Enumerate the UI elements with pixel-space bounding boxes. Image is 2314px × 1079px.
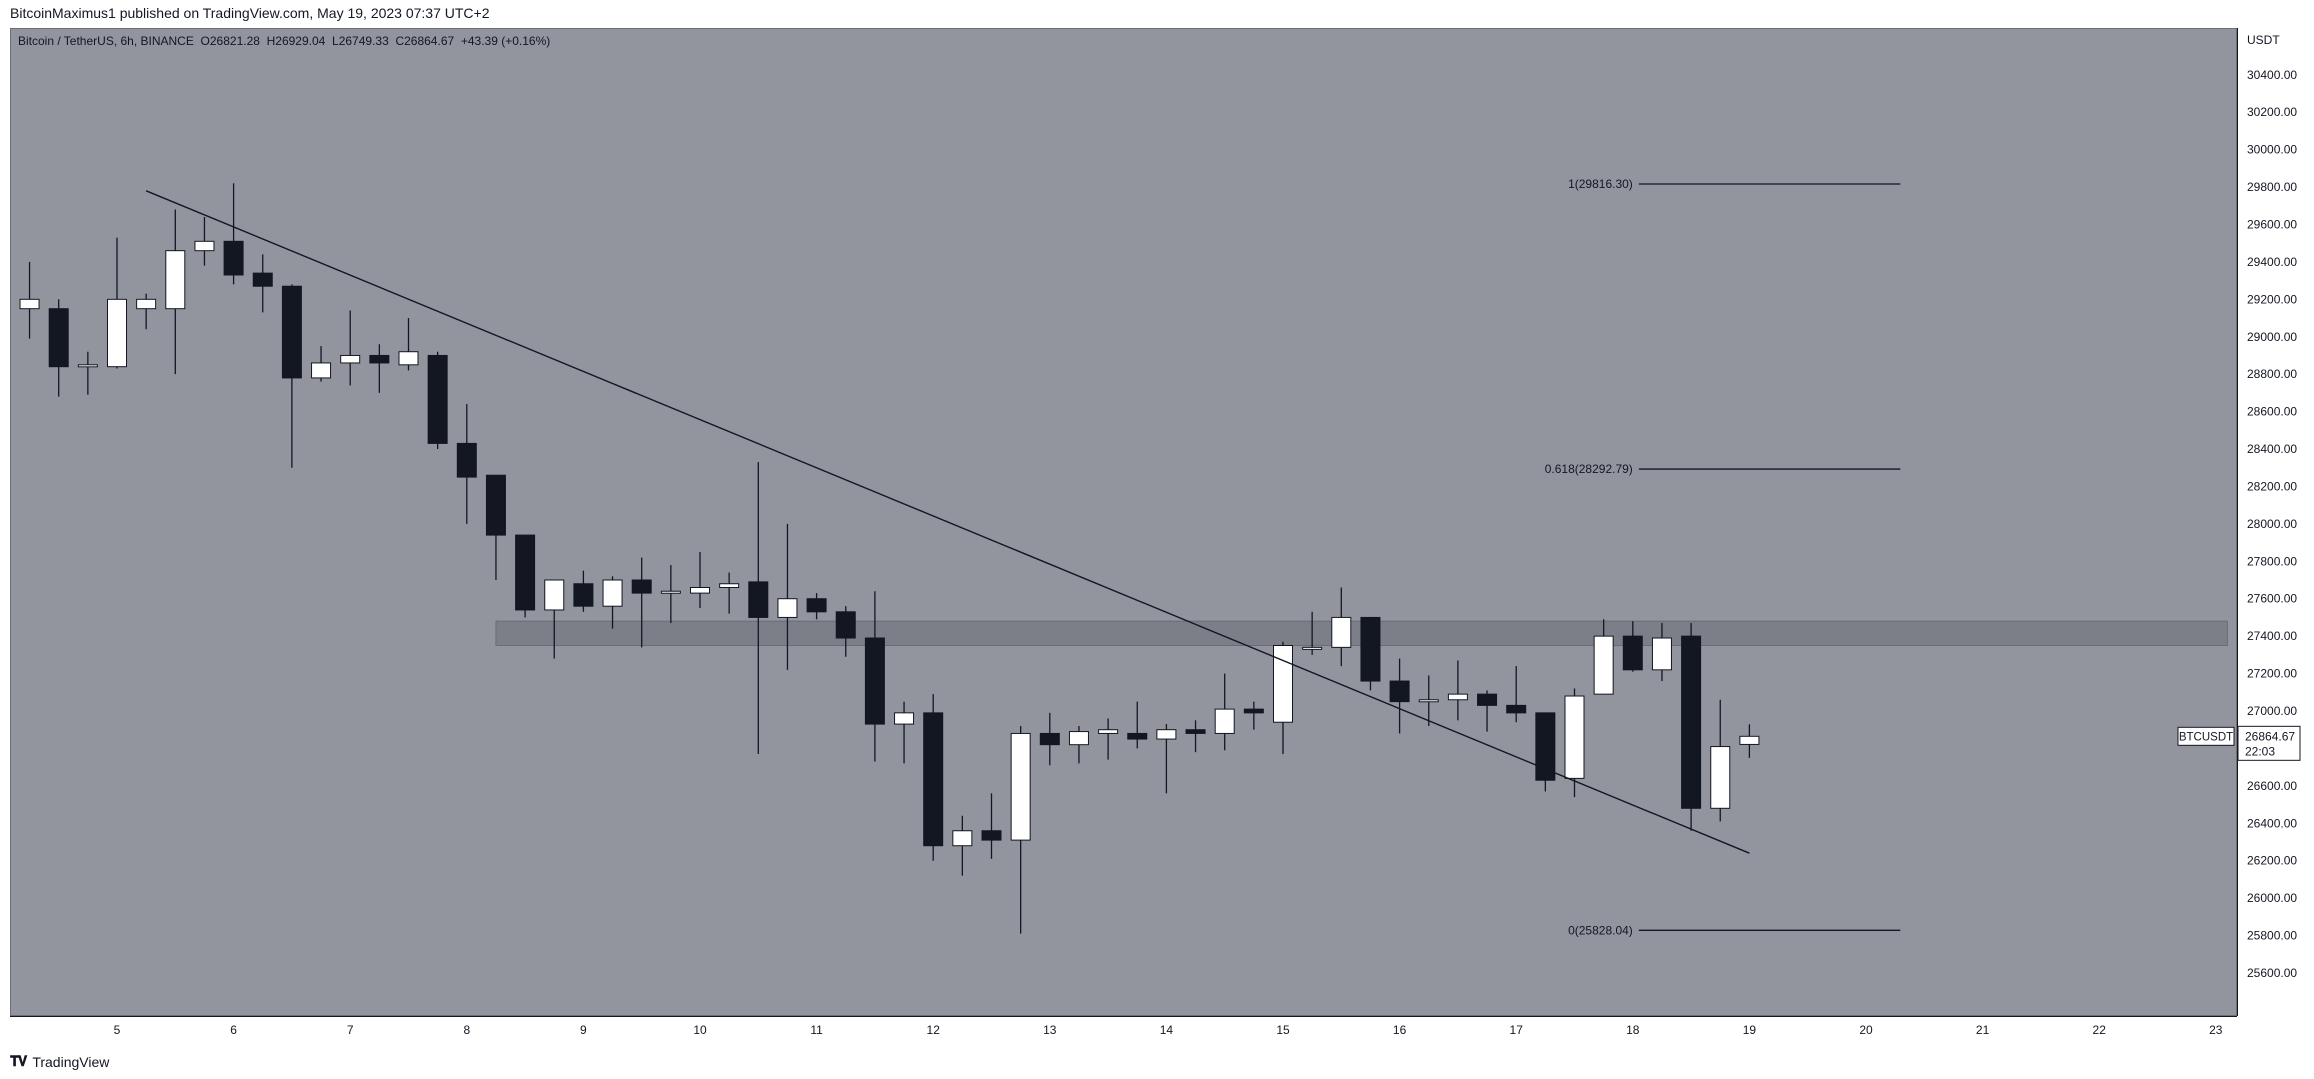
legend-high: 26929.04 — [275, 34, 326, 48]
chart-plot-area[interactable] — [10, 28, 2237, 1016]
legend-c-label: C — [395, 34, 405, 48]
time-axis[interactable] — [10, 1016, 2237, 1044]
publish-header: BitcoinMaximus1 published on TradingView… — [0, 0, 2314, 26]
legend-close: 26864.67 — [404, 34, 455, 48]
price-axis[interactable] — [2237, 28, 2314, 1016]
legend-o-label: O — [200, 34, 210, 48]
tradingview-logo-icon: 𝐓𝐕 — [10, 1053, 27, 1069]
symbol-line: Bitcoin / TetherUS, 6h, BINANCE — [18, 34, 194, 48]
footer-logo-text: TradingView — [32, 1053, 110, 1070]
symbol-legend: Bitcoin / TetherUS, 6h, BINANCE O26821.2… — [18, 34, 550, 48]
footer: 𝐓𝐕 TradingView — [10, 1053, 109, 1070]
legend-open: 26821.28 — [209, 34, 260, 48]
legend-low: 26749.33 — [338, 34, 389, 48]
published-line: BitcoinMaximus1 published on TradingView… — [10, 5, 490, 21]
legend-l-label: L — [332, 34, 339, 48]
legend-h-label: H — [266, 34, 276, 48]
legend-change: +43.39 (+0.16%) — [460, 34, 551, 48]
